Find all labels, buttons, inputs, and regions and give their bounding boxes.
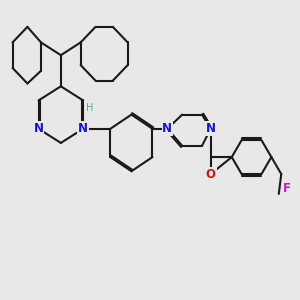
Text: O: O <box>206 168 216 181</box>
Text: N: N <box>78 122 88 135</box>
Text: H: H <box>85 103 93 112</box>
Text: N: N <box>162 122 172 135</box>
Text: N: N <box>206 122 216 135</box>
Text: F: F <box>283 182 290 195</box>
Text: N: N <box>34 122 44 135</box>
